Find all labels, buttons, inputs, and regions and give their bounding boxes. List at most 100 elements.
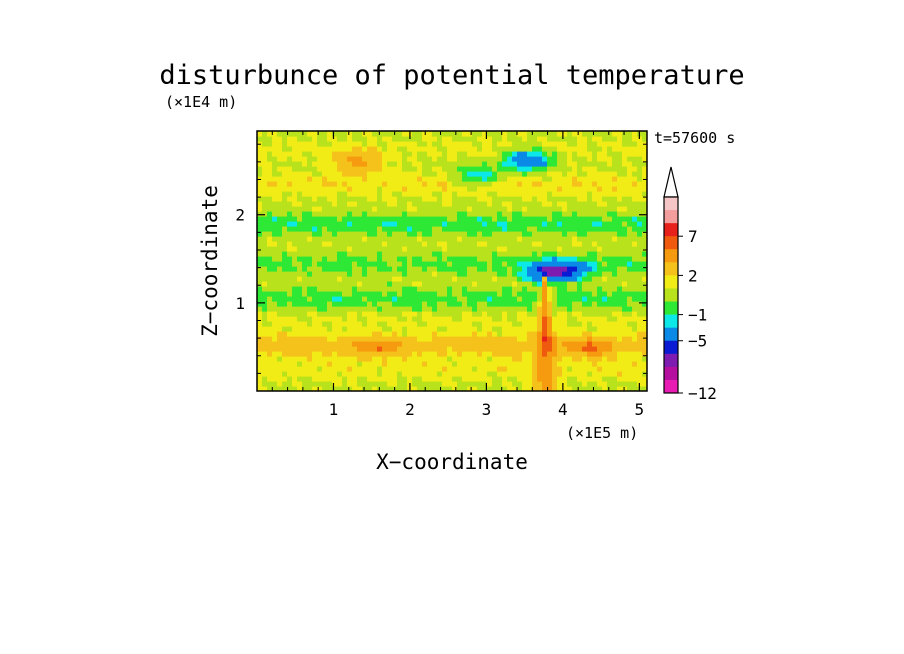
heatmap-cell xyxy=(472,386,478,391)
heatmap-cell xyxy=(272,171,278,177)
heatmap-cell xyxy=(407,256,413,262)
heatmap-cell xyxy=(437,321,443,327)
heatmap-cell xyxy=(412,361,418,367)
heatmap-cell xyxy=(567,146,573,152)
heatmap-cell xyxy=(362,276,368,282)
heatmap-cell xyxy=(282,301,288,307)
heatmap-cell xyxy=(367,336,373,342)
heatmap-cell xyxy=(522,246,528,252)
heatmap-cell xyxy=(347,146,353,152)
heatmap-cell xyxy=(492,371,498,377)
heatmap-cell xyxy=(432,151,438,157)
heatmap-cell xyxy=(517,266,523,272)
heatmap-cell xyxy=(567,251,573,257)
x-scale-label: (×1E5 m) xyxy=(566,424,638,442)
heatmap-cell xyxy=(582,146,588,152)
heatmap-cell xyxy=(352,356,358,362)
heatmap-cell xyxy=(602,241,608,247)
heatmap-cell xyxy=(387,266,393,272)
heatmap-cell xyxy=(487,271,493,277)
heatmap-cell xyxy=(357,316,363,322)
heatmap-cell xyxy=(417,306,423,312)
heatmap-cell xyxy=(527,186,533,192)
heatmap-cell xyxy=(317,326,323,332)
heatmap-cell xyxy=(442,236,448,242)
heatmap-cell xyxy=(452,276,458,282)
heatmap-cell xyxy=(257,281,263,287)
heatmap-cell xyxy=(342,136,348,142)
heatmap-cell xyxy=(407,231,413,237)
heatmap-cell xyxy=(262,326,268,332)
heatmap-cell xyxy=(617,251,623,257)
heatmap-cell xyxy=(457,216,463,222)
heatmap-cell xyxy=(422,276,428,282)
heatmap-cell xyxy=(317,281,323,287)
heatmap-cell xyxy=(297,246,303,252)
heatmap-cell xyxy=(537,141,543,147)
heatmap-cell xyxy=(517,381,523,387)
heatmap-cell xyxy=(267,386,273,391)
heatmap-cell xyxy=(362,251,368,257)
heatmap-cell xyxy=(457,336,463,342)
heatmap-cell xyxy=(292,276,298,282)
heatmap-cell xyxy=(402,146,408,152)
heatmap-cell xyxy=(527,201,533,207)
heatmap-cell xyxy=(462,386,468,391)
heatmap-cell xyxy=(347,256,353,262)
heatmap-cell xyxy=(537,331,543,337)
heatmap-cell xyxy=(457,211,463,217)
heatmap-cell xyxy=(302,326,308,332)
heatmap-cell xyxy=(592,366,598,372)
heatmap-cell xyxy=(307,136,313,142)
heatmap-cell xyxy=(402,221,408,227)
heatmap-cell xyxy=(567,156,573,162)
heatmap-cell xyxy=(557,286,563,292)
heatmap-cell xyxy=(537,171,543,177)
heatmap-cell xyxy=(402,196,408,202)
heatmap-cell xyxy=(597,341,603,347)
heatmap-cell xyxy=(492,211,498,217)
heatmap-cell xyxy=(292,206,298,212)
heatmap-cell xyxy=(462,171,468,177)
heatmap-cell xyxy=(432,146,438,152)
heatmap-cell xyxy=(452,366,458,372)
heatmap-cell xyxy=(557,361,563,367)
heatmap-cell xyxy=(597,256,603,262)
heatmap-cell xyxy=(357,161,363,167)
heatmap-cell xyxy=(437,161,443,167)
heatmap-cell xyxy=(277,376,283,382)
heatmap-cell xyxy=(502,171,508,177)
heatmap-cell xyxy=(512,146,518,152)
heatmap-cell xyxy=(367,311,373,317)
heatmap-cell xyxy=(642,301,647,307)
heatmap-cell xyxy=(327,316,333,322)
heatmap-cell xyxy=(277,186,283,192)
heatmap-cell xyxy=(547,316,553,322)
heatmap-cell xyxy=(552,211,558,217)
heatmap-cell xyxy=(522,336,528,342)
heatmap-cell xyxy=(432,321,438,327)
heatmap-cell xyxy=(342,191,348,197)
heatmap-cell xyxy=(267,316,273,322)
heatmap-cell xyxy=(352,261,358,267)
heatmap-cell xyxy=(287,231,293,237)
heatmap-cell xyxy=(642,216,647,222)
heatmap-cell xyxy=(367,346,373,352)
heatmap-cell xyxy=(337,346,343,352)
heatmap-cell xyxy=(422,186,428,192)
heatmap-cell xyxy=(512,341,518,347)
heatmap-cell xyxy=(577,176,583,182)
heatmap-cell xyxy=(437,346,443,352)
heatmap-cell xyxy=(342,286,348,292)
heatmap-cell xyxy=(587,261,593,267)
heatmap-cell xyxy=(382,341,388,347)
heatmap-cell xyxy=(367,321,373,327)
heatmap-cell xyxy=(427,331,433,337)
heatmap-cell xyxy=(452,246,458,252)
heatmap-cell xyxy=(347,281,353,287)
heatmap-cell xyxy=(482,321,488,327)
heatmap-cell xyxy=(382,381,388,387)
heatmap-cell xyxy=(377,136,383,142)
heatmap-cell xyxy=(602,286,608,292)
heatmap-cell xyxy=(457,286,463,292)
